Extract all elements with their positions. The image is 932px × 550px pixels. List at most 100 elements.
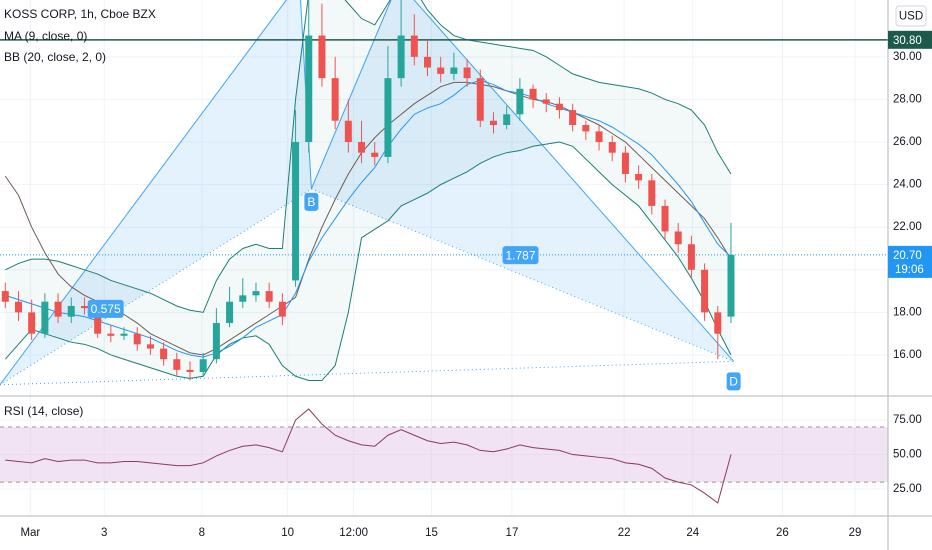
- currency: USD: [899, 11, 923, 23]
- candle-body: [489, 120, 497, 125]
- pattern-dotted: [311, 188, 734, 362]
- x-tick-label: 22: [618, 527, 631, 539]
- candle-body: [727, 254, 735, 317]
- y-tick-label: 24.00: [893, 179, 922, 191]
- candle-body: [608, 142, 616, 153]
- x-tick-label: 12:00: [339, 527, 368, 539]
- chart-title: KOSS CORP, 1h, Cboe BZX: [4, 7, 156, 21]
- candle-body: [555, 103, 563, 111]
- x-tick-label: 15: [425, 527, 438, 539]
- labels: KOSS CORP, 1h, Cboe BZX MA (9, close, 0)…: [4, 7, 741, 418]
- pattern-label: 1.787: [505, 248, 535, 262]
- candle-body: [621, 152, 629, 174]
- candle-body: [437, 67, 445, 74]
- candle-body: [463, 67, 471, 79]
- price-pane: [0, 0, 888, 386]
- y-tick-label: 22.00: [893, 221, 922, 233]
- candle-body: [687, 244, 695, 270]
- candle-body: [292, 142, 300, 281]
- candle-body: [648, 180, 656, 206]
- pattern-fill: [311, 0, 734, 362]
- bb-fill: [5, 0, 731, 381]
- candle-body: [107, 333, 115, 336]
- pattern-label: B: [307, 195, 315, 209]
- candle-body: [503, 114, 511, 125]
- x-tick-label: 10: [281, 527, 294, 539]
- x-tick-label: Mar: [20, 527, 40, 539]
- price-line-label-box: [888, 30, 932, 49]
- candle-body: [318, 35, 326, 79]
- y-tick-label: 30.00: [893, 51, 922, 63]
- bb-lower: [4, 141, 732, 382]
- bb-basis: [4, 81, 732, 356]
- candle-body: [529, 88, 537, 100]
- candle-body: [226, 301, 234, 324]
- candle-body: [28, 312, 36, 334]
- candle-body: [661, 205, 669, 232]
- candle-body: [186, 369, 194, 373]
- candle-body: [516, 88, 524, 115]
- candle-body: [701, 269, 709, 313]
- candle-body: [265, 291, 273, 302]
- currency-box[interactable]: [895, 5, 927, 27]
- candle-body: [384, 78, 392, 157]
- candle-body: [397, 35, 405, 79]
- x-tick-label: 29: [849, 527, 862, 539]
- last-price-label: 20.70: [893, 250, 922, 262]
- candle-body: [582, 124, 590, 132]
- candle-body: [305, 35, 313, 143]
- y-tick-label: 28.00: [893, 93, 922, 105]
- pattern-label-box: [726, 372, 741, 391]
- ma-line: [5, 79, 732, 358]
- candle-body: [278, 301, 286, 317]
- rsi-tick-label: 75.00: [893, 414, 922, 426]
- candle-body: [41, 301, 49, 334]
- candle-body: [212, 323, 220, 360]
- pattern-label-box: [87, 299, 124, 318]
- candle-body: [424, 56, 432, 68]
- y-tick-label: 26.00: [893, 136, 922, 148]
- countdown-label: 19:06: [895, 264, 924, 276]
- bb-upper: [5, 0, 732, 313]
- rsi-line: [5, 408, 732, 504]
- candle-body: [410, 35, 418, 57]
- candle-body: [358, 142, 366, 153]
- candle-body: [1, 291, 9, 302]
- x-tick-label: 24: [686, 527, 699, 539]
- pattern-label: D: [729, 375, 738, 389]
- candle-body: [344, 120, 352, 143]
- rsi-band: [0, 426, 888, 483]
- y-tick-label: 18.00: [893, 306, 922, 318]
- legend-ma: MA (9, close, 0): [4, 29, 87, 43]
- y-tick-label: 16.00: [893, 349, 922, 361]
- candle-body: [120, 333, 128, 336]
- last-price-box: [888, 245, 932, 278]
- x-tick-label: 3: [101, 527, 107, 539]
- candle-body: [450, 67, 458, 74]
- candle-body: [54, 301, 62, 317]
- legend-rsi: RSI (14, close): [4, 404, 83, 418]
- rsi-tick-label: 50.00: [893, 449, 922, 461]
- price-line-label: 30.80: [893, 35, 922, 47]
- candle-body: [714, 312, 722, 334]
- candle-body: [674, 231, 682, 245]
- candle-body: [133, 333, 141, 345]
- candle-body: [371, 152, 379, 157]
- candle-body: [160, 348, 168, 360]
- candle-body: [331, 78, 339, 121]
- candle-body: [80, 305, 88, 309]
- candle-body: [542, 99, 550, 104]
- candle-body: [595, 131, 603, 143]
- candle-body: [199, 359, 207, 373]
- pattern-label: 0.575: [91, 302, 121, 316]
- legend-bb: BB (20, close, 2, 0): [4, 50, 106, 64]
- candle-body: [67, 305, 75, 317]
- candle-body: [173, 359, 181, 370]
- grid: [0, 0, 888, 515]
- rsi-tick-label: 25.00: [893, 483, 922, 495]
- candle-body: [239, 295, 247, 302]
- pattern-label-box: [502, 246, 539, 265]
